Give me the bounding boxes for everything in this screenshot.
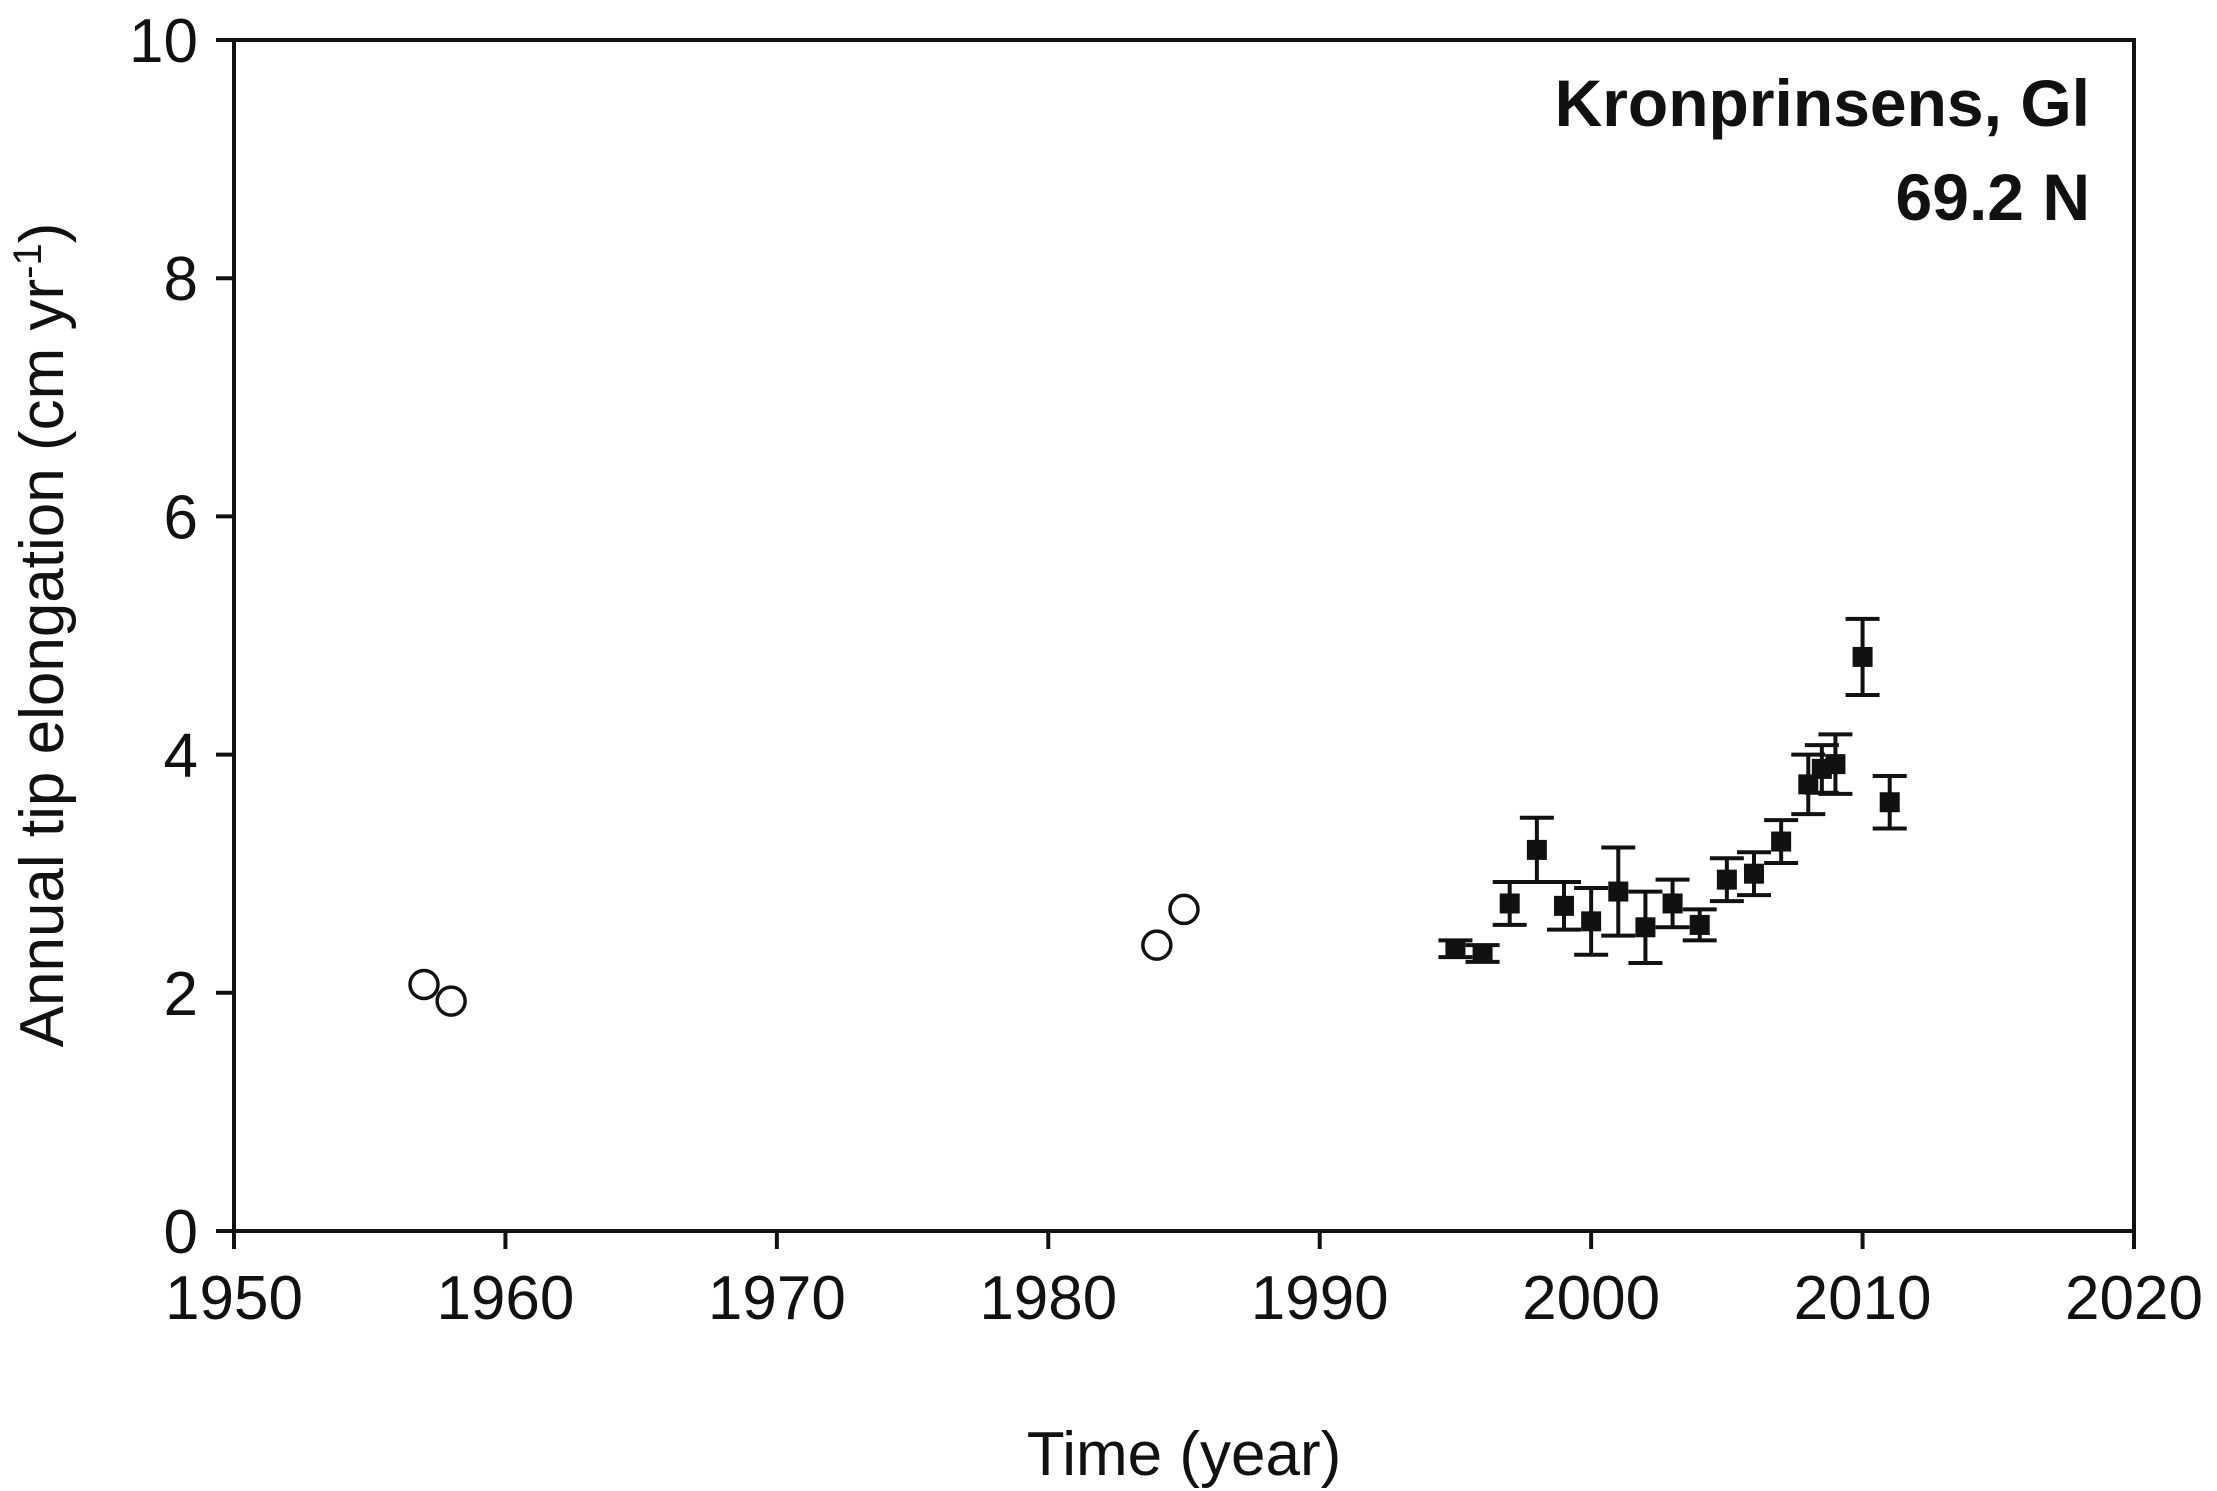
plot-area bbox=[232, 38, 2136, 1233]
data-point-filled-square bbox=[1744, 863, 1764, 884]
data-point-filled-square bbox=[1581, 911, 1602, 932]
y-tick-label: 2 bbox=[164, 960, 198, 1029]
x-tick-label: 1950 bbox=[165, 1264, 303, 1333]
y-axis: 0 2 4 6 8 10 bbox=[129, 7, 234, 1267]
x-tick-label: 1990 bbox=[1251, 1264, 1389, 1333]
y-axis-title-close: ) bbox=[8, 223, 77, 244]
x-tick-label: 1970 bbox=[708, 1264, 846, 1333]
y-axis-title: Annual tip elongation (cm yr-1) bbox=[6, 223, 77, 1048]
data-point-open-circle bbox=[1141, 929, 1173, 961]
x-axis: 1950 1960 1970 1980 1990 2000 2010 2020 bbox=[165, 1231, 2203, 1333]
y-tick-label: 6 bbox=[164, 483, 198, 552]
y-axis-title-main: Annual tip elongation (cm yr bbox=[8, 279, 77, 1048]
x-tick-label: 2020 bbox=[2065, 1264, 2203, 1333]
y-tick-label: 4 bbox=[164, 722, 198, 791]
y-axis-title-superscript: -1 bbox=[6, 243, 50, 279]
y-tick-label: 8 bbox=[164, 245, 198, 314]
data-point-filled-square bbox=[1852, 646, 1873, 667]
data-point-filled-square bbox=[1879, 792, 1900, 813]
data-point-filled-square bbox=[1445, 938, 1466, 959]
data-point-filled-square bbox=[1499, 893, 1520, 914]
x-tick-label: 2000 bbox=[1522, 1264, 1660, 1333]
y-tick-label: 10 bbox=[129, 7, 198, 76]
data-point-filled-square bbox=[1662, 893, 1683, 914]
data-point-filled-square bbox=[1716, 869, 1737, 890]
data-point-filled-square bbox=[1635, 917, 1656, 938]
x-tick-label: 2010 bbox=[1794, 1264, 1932, 1333]
data-point-filled-square bbox=[1798, 774, 1819, 795]
data-point-filled-square bbox=[1825, 754, 1846, 775]
annotation-latitude: 69.2 N bbox=[1896, 160, 2090, 234]
annotation-site-name: Kronprinsens, Gl bbox=[1555, 66, 2090, 140]
data-point-open-circle bbox=[435, 985, 467, 1017]
x-axis-title: Time (year) bbox=[1027, 1420, 1342, 1489]
data-point-filled-square bbox=[1554, 895, 1574, 916]
data-point-filled-square bbox=[1771, 831, 1792, 852]
data-marks bbox=[408, 616, 1907, 1017]
data-point-filled-square bbox=[1472, 943, 1493, 964]
data-point-filled-square bbox=[1608, 881, 1629, 902]
x-tick-label: 1980 bbox=[979, 1264, 1117, 1333]
data-point-filled-square bbox=[1526, 839, 1547, 860]
data-point-open-circle bbox=[408, 968, 440, 1001]
data-point-open-circle bbox=[1168, 893, 1200, 926]
y-tick-label: 0 bbox=[164, 1198, 198, 1267]
x-tick-label: 1960 bbox=[436, 1264, 574, 1333]
data-point-filled-square bbox=[1689, 914, 1710, 935]
